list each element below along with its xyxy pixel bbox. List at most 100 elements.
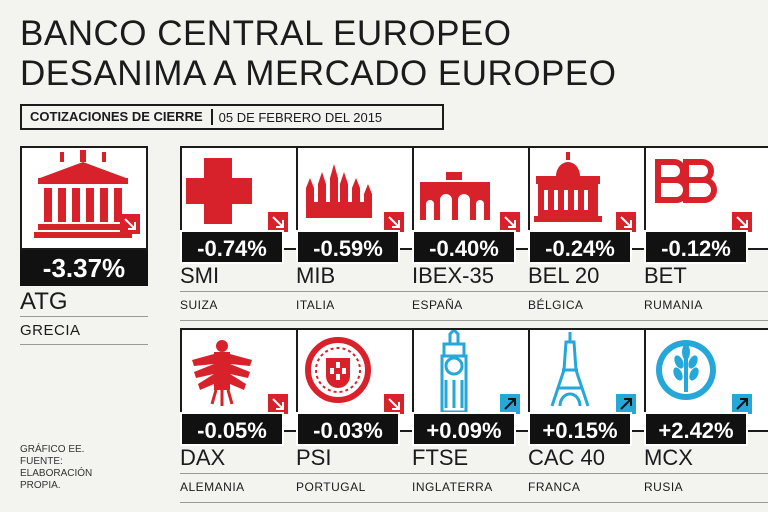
trend-arrow-down-icon bbox=[268, 212, 288, 232]
divider bbox=[180, 291, 308, 292]
divider bbox=[644, 291, 768, 292]
market-country: GRECIA bbox=[20, 322, 81, 339]
bet-logo-icon bbox=[655, 159, 717, 203]
market-index-name: IBEX-35 bbox=[412, 263, 494, 288]
divider bbox=[412, 502, 540, 503]
market-index-name: FTSE bbox=[412, 445, 469, 470]
market-value: -0.74% bbox=[180, 230, 284, 264]
subheader: COTIZACIONES DE CIERRE 05 DE FEBRERO DEL… bbox=[20, 104, 444, 130]
market-value: +0.09% bbox=[412, 412, 516, 446]
market-card-ibex: -0.40% IBEX-35 ESPAÑA bbox=[412, 146, 540, 322]
market-card-mib: -0.59% MIB ITALIA bbox=[296, 146, 424, 322]
divider bbox=[528, 473, 656, 474]
market-card-atg: -3.37% ATG GRECIA bbox=[20, 146, 148, 346]
market-country: RUMANIA bbox=[644, 298, 703, 312]
market-index-name: PSI bbox=[296, 445, 332, 470]
trend-arrow-up-icon bbox=[500, 394, 520, 414]
headline-line-1: BANCO CENTRAL EUROPEO bbox=[20, 14, 512, 53]
market-value: +2.42% bbox=[644, 412, 748, 446]
market-index-name: CAC 40 bbox=[528, 445, 606, 470]
divider bbox=[180, 320, 308, 321]
trend-arrow-down-icon bbox=[616, 212, 636, 232]
divider bbox=[296, 291, 424, 292]
big-ben-icon bbox=[440, 330, 468, 414]
credits-line-2: FUENTE: bbox=[20, 456, 63, 467]
divider bbox=[20, 316, 148, 317]
market-country: FRANCA bbox=[528, 480, 581, 494]
market-value: -3.37% bbox=[20, 250, 148, 286]
german-eagle-icon bbox=[192, 340, 252, 406]
divider bbox=[180, 502, 308, 503]
subheader-label: COTIZACIONES DE CIERRE bbox=[22, 109, 213, 125]
market-country: PORTUGAL bbox=[296, 480, 366, 494]
mcx-logo-icon bbox=[656, 340, 716, 400]
market-value: -0.12% bbox=[644, 230, 748, 264]
market-card-mcx: +2.42% MCX RUSIA bbox=[644, 328, 768, 504]
divider bbox=[528, 291, 656, 292]
market-country: SUIZA bbox=[180, 298, 218, 312]
divider bbox=[296, 502, 424, 503]
palace-dome-icon bbox=[534, 152, 602, 222]
portugal-shield-icon bbox=[305, 337, 371, 403]
market-index-name: MIB bbox=[296, 263, 336, 288]
market-icon-box bbox=[296, 146, 424, 250]
market-index-name: BEL 20 bbox=[528, 263, 600, 288]
divider bbox=[296, 320, 424, 321]
divider bbox=[528, 502, 656, 503]
eiffel-tower-icon bbox=[550, 332, 590, 407]
divider bbox=[412, 473, 540, 474]
divider bbox=[20, 344, 148, 345]
trend-arrow-down-icon bbox=[384, 212, 404, 232]
trend-arrow-down-icon bbox=[732, 212, 752, 232]
market-value: -0.24% bbox=[528, 230, 632, 264]
market-card-bel: -0.24% BEL 20 BÉLGICA bbox=[528, 146, 656, 322]
divider bbox=[644, 320, 768, 321]
headline-line-2: DESANIMA A MERCADO EUROPEO bbox=[20, 54, 617, 93]
market-card-smi: -0.74% SMI SUIZA bbox=[180, 146, 308, 322]
divider bbox=[644, 473, 768, 474]
credits-line-3: ELABORACIÓN bbox=[20, 468, 93, 479]
divider bbox=[296, 473, 424, 474]
market-value: -0.05% bbox=[180, 412, 284, 446]
trend-arrow-up-icon bbox=[732, 394, 752, 414]
puerta-alcala-icon bbox=[420, 172, 490, 220]
market-value: +0.15% bbox=[528, 412, 632, 446]
market-index-name: SMI bbox=[180, 263, 220, 288]
trend-arrow-down-icon bbox=[384, 394, 404, 414]
trend-arrow-up-icon bbox=[616, 394, 636, 414]
market-card-bet: -0.12% BET RUMANIA bbox=[644, 146, 768, 322]
market-card-dax: -0.05% DAX ALEMANIA bbox=[180, 328, 308, 504]
market-value: -0.40% bbox=[412, 230, 516, 264]
market-index-name: MCX bbox=[644, 445, 693, 470]
market-card-cac: +0.15% CAC 40 FRANCA bbox=[528, 328, 656, 504]
milan-cathedral-icon bbox=[306, 164, 372, 218]
market-index-name: DAX bbox=[180, 445, 226, 470]
market-value: -0.03% bbox=[296, 412, 400, 446]
market-icon-box bbox=[20, 146, 148, 250]
market-card-ftse: +0.09% FTSE INGLATERRA bbox=[412, 328, 540, 504]
subheader-date: 05 DE FEBRERO DEL 2015 bbox=[218, 109, 383, 125]
market-country: ESPAÑA bbox=[412, 298, 463, 312]
credits-line-4: PROPIA. bbox=[20, 480, 61, 491]
market-country: RUSIA bbox=[644, 480, 684, 494]
market-card-psi: -0.03% PSI PORTUGAL bbox=[296, 328, 424, 504]
divider bbox=[180, 473, 308, 474]
divider bbox=[528, 320, 656, 321]
headline: BANCO CENTRAL EUROPEO DESANIMA A MERCADO… bbox=[20, 14, 616, 94]
market-index-name: ATG bbox=[20, 288, 68, 315]
credits: GRÁFICO EE. FUENTE: ELABORACIÓN PROPIA. bbox=[20, 444, 92, 492]
market-country: INGLATERRA bbox=[412, 480, 493, 494]
trend-arrow-down-icon bbox=[268, 394, 288, 414]
swiss-cross-icon bbox=[186, 158, 252, 224]
trend-arrow-down-icon bbox=[120, 214, 140, 234]
credits-line-1: GRÁFICO EE. bbox=[20, 444, 85, 455]
market-index-name: BET bbox=[644, 263, 687, 288]
market-value: -0.59% bbox=[296, 230, 400, 264]
parthenon-icon bbox=[34, 150, 132, 238]
market-country: ALEMANIA bbox=[180, 480, 245, 494]
trend-arrow-down-icon bbox=[500, 212, 520, 232]
divider bbox=[412, 291, 540, 292]
divider bbox=[412, 320, 540, 321]
divider bbox=[644, 502, 768, 503]
market-country: BÉLGICA bbox=[528, 298, 584, 312]
